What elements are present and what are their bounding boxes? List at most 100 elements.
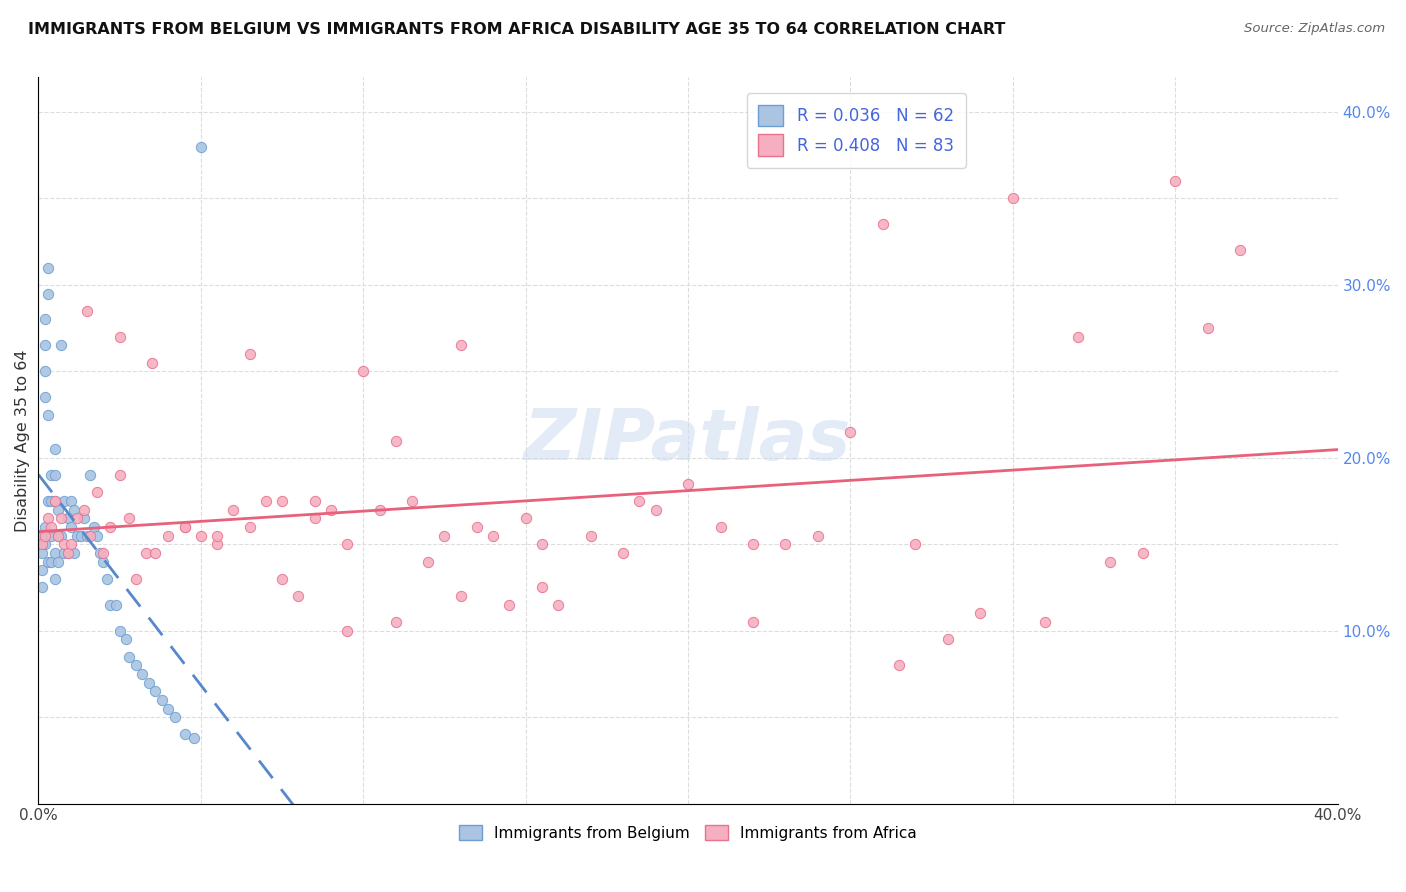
Text: IMMIGRANTS FROM BELGIUM VS IMMIGRANTS FROM AFRICA DISABILITY AGE 35 TO 64 CORREL: IMMIGRANTS FROM BELGIUM VS IMMIGRANTS FR… — [28, 22, 1005, 37]
Point — [34, 338, 56, 352]
Point — [59, 520, 82, 534]
Point — [56, 546, 79, 560]
Point — [145, 546, 167, 560]
Point — [319, 502, 342, 516]
Point — [53, 546, 76, 560]
Point — [53, 537, 76, 551]
Point — [742, 615, 765, 629]
Point — [37, 555, 59, 569]
Point — [69, 528, 91, 542]
Point — [34, 364, 56, 378]
Point — [37, 286, 59, 301]
Point — [145, 684, 167, 698]
Point — [108, 624, 131, 638]
Point — [118, 511, 141, 525]
Point — [612, 546, 634, 560]
Point — [56, 546, 79, 560]
Point — [1164, 174, 1187, 188]
Point — [73, 511, 96, 525]
Y-axis label: Disability Age 35 to 64: Disability Age 35 to 64 — [15, 350, 30, 532]
Point — [1099, 555, 1122, 569]
Point — [1229, 244, 1251, 258]
Point — [79, 528, 101, 542]
Point — [239, 347, 262, 361]
Point — [336, 624, 359, 638]
Point — [384, 434, 406, 448]
Point — [31, 581, 53, 595]
Point — [51, 511, 73, 525]
Point — [53, 494, 76, 508]
Point — [34, 520, 56, 534]
Point — [904, 537, 927, 551]
Point — [93, 555, 115, 569]
Point — [190, 139, 212, 153]
Point — [34, 528, 56, 542]
Point — [205, 537, 228, 551]
Point — [433, 528, 456, 542]
Point — [125, 658, 148, 673]
Point — [368, 502, 391, 516]
Point — [76, 303, 98, 318]
Point — [141, 356, 163, 370]
Point — [31, 528, 53, 542]
Point — [157, 528, 180, 542]
Point — [450, 589, 472, 603]
Point — [839, 425, 862, 439]
Point — [41, 528, 63, 542]
Point — [44, 494, 66, 508]
Point — [205, 528, 228, 542]
Point — [76, 528, 98, 542]
Point — [63, 502, 86, 516]
Point — [105, 598, 128, 612]
Point — [59, 537, 82, 551]
Point — [56, 511, 79, 525]
Point — [31, 563, 53, 577]
Point — [742, 537, 765, 551]
Point — [173, 520, 195, 534]
Point — [66, 528, 89, 542]
Point — [498, 598, 520, 612]
Point — [37, 408, 59, 422]
Point — [41, 468, 63, 483]
Point — [336, 537, 359, 551]
Point — [183, 731, 205, 745]
Point — [34, 537, 56, 551]
Point — [969, 607, 991, 621]
Point — [304, 511, 326, 525]
Point — [37, 260, 59, 275]
Point — [530, 581, 553, 595]
Point — [450, 338, 472, 352]
Point — [1001, 191, 1024, 205]
Point — [108, 468, 131, 483]
Point — [579, 528, 602, 542]
Point — [807, 528, 830, 542]
Point — [41, 555, 63, 569]
Point — [46, 555, 69, 569]
Legend: R = 0.036   N = 62, R = 0.408   N = 83: R = 0.036 N = 62, R = 0.408 N = 83 — [747, 93, 966, 168]
Point — [709, 520, 731, 534]
Point — [79, 468, 101, 483]
Point — [93, 546, 115, 560]
Point — [96, 572, 118, 586]
Point — [173, 727, 195, 741]
Point — [86, 485, 108, 500]
Point — [401, 494, 423, 508]
Point — [135, 546, 157, 560]
Point — [138, 675, 160, 690]
Point — [46, 502, 69, 516]
Point — [1067, 330, 1090, 344]
Point — [352, 364, 374, 378]
Point — [530, 537, 553, 551]
Point — [51, 338, 73, 352]
Point — [1033, 615, 1056, 629]
Point — [190, 528, 212, 542]
Point — [271, 572, 294, 586]
Point — [31, 546, 53, 560]
Point — [108, 330, 131, 344]
Point — [44, 442, 66, 457]
Point — [44, 468, 66, 483]
Text: Source: ZipAtlas.com: Source: ZipAtlas.com — [1244, 22, 1385, 36]
Point — [118, 649, 141, 664]
Point — [46, 528, 69, 542]
Point — [59, 494, 82, 508]
